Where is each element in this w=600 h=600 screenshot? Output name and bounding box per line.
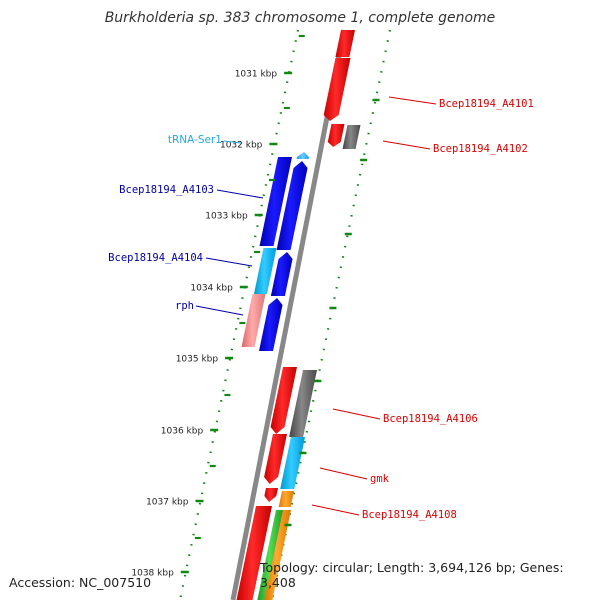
- topology-text: Topology: circular; Length: 3,694,126 bp…: [260, 560, 564, 590]
- gene-label-leader: [205, 257, 253, 267]
- gene-arrow-a4103-left[interactable]: [259, 157, 292, 246]
- chromosome-backbone: [230, 29, 347, 600]
- gene-label[interactable]: tRNA-Ser1: [168, 134, 222, 146]
- gene-label-leader: [195, 305, 244, 316]
- kbp-tick-label: 1033 kbp: [205, 212, 248, 222]
- gene-label-leader: [311, 504, 360, 516]
- gene-label[interactable]: gmk: [370, 473, 390, 485]
- gene-label[interactable]: rph: [175, 300, 194, 312]
- gene-arrow-trna-ser1[interactable]: [296, 152, 309, 159]
- gene-features: [236, 30, 361, 600]
- kbp-tick-label: 1036 kbp: [161, 427, 204, 437]
- gene-arrow-a4102[interactable]: [342, 125, 361, 149]
- kbp-tick-label: 1032 kbp: [220, 141, 263, 151]
- gene-arrow-a4101[interactable]: [323, 58, 351, 121]
- kbp-tick-label: 1038 kbp: [131, 569, 174, 579]
- gene-label[interactable]: Bcep18194_A4108: [362, 509, 457, 521]
- gene-arrow-a4104-left[interactable]: [253, 248, 277, 294]
- gene-label-leader: [319, 467, 368, 480]
- map-title: Burkholderia sp. 383 chromosome 1, compl…: [104, 10, 496, 26]
- gene-arrow-a4110[interactable]: [257, 510, 284, 600]
- gene-arrow-a4106b[interactable]: [264, 434, 287, 484]
- gene-arrow-a4103[interactable]: [276, 161, 308, 250]
- gene-label-leader: [332, 408, 381, 420]
- accession-text: Accession: NC_007510: [9, 575, 152, 590]
- gene-arrow-a4107[interactable]: [264, 488, 278, 502]
- gene-label[interactable]: Bcep18194_A4102: [433, 143, 528, 155]
- gene-label-leader: [388, 96, 437, 105]
- gene-label-leader: [216, 189, 264, 199]
- gene-labels: Bcep18194_A4101 Bcep18194_A4102 tRNA-Ser1 B…: [108, 96, 534, 521]
- gene-label[interactable]: Bcep18194_A4106: [383, 413, 478, 425]
- gene-arrow-rph-left[interactable]: [241, 294, 266, 347]
- kbp-tick-label: 1031 kbp: [235, 70, 278, 80]
- kbp-tick-label: 1034 kbp: [190, 284, 233, 294]
- gene-arrow-a4108[interactable]: [278, 491, 294, 507]
- gene-arrow-rph[interactable]: [259, 298, 283, 351]
- gene-arrow-a4111[interactable]: [264, 510, 291, 600]
- gene-arrow-a4105[interactable]: [270, 367, 297, 434]
- kbp-scale: 1031 kbp 1032 kbp 1033 kbp 1034 kbp 1035 kbp…: [131, 34, 380, 579]
- gene-arrow-a4106[interactable]: [289, 370, 317, 437]
- kbp-tick-label: 1037 kbp: [146, 498, 189, 508]
- gene-label[interactable]: Bcep18194_A4104: [108, 252, 203, 264]
- gene-arrow-a4104[interactable]: [270, 252, 293, 296]
- gene-label[interactable]: Bcep18194_A4103: [119, 184, 214, 196]
- gene-label[interactable]: Bcep18194_A4101: [439, 98, 534, 110]
- gene-label-leader: [382, 140, 431, 150]
- gene-arrow-a4101b[interactable]: [327, 124, 345, 147]
- gene-arrow-a4100[interactable]: [335, 30, 355, 57]
- gene-label-leader: [223, 140, 242, 144]
- gene-arrow-gmk[interactable]: [280, 437, 305, 489]
- gene-arrow-a4109[interactable]: [236, 506, 272, 600]
- kbp-tick-label: 1035 kbp: [176, 355, 219, 365]
